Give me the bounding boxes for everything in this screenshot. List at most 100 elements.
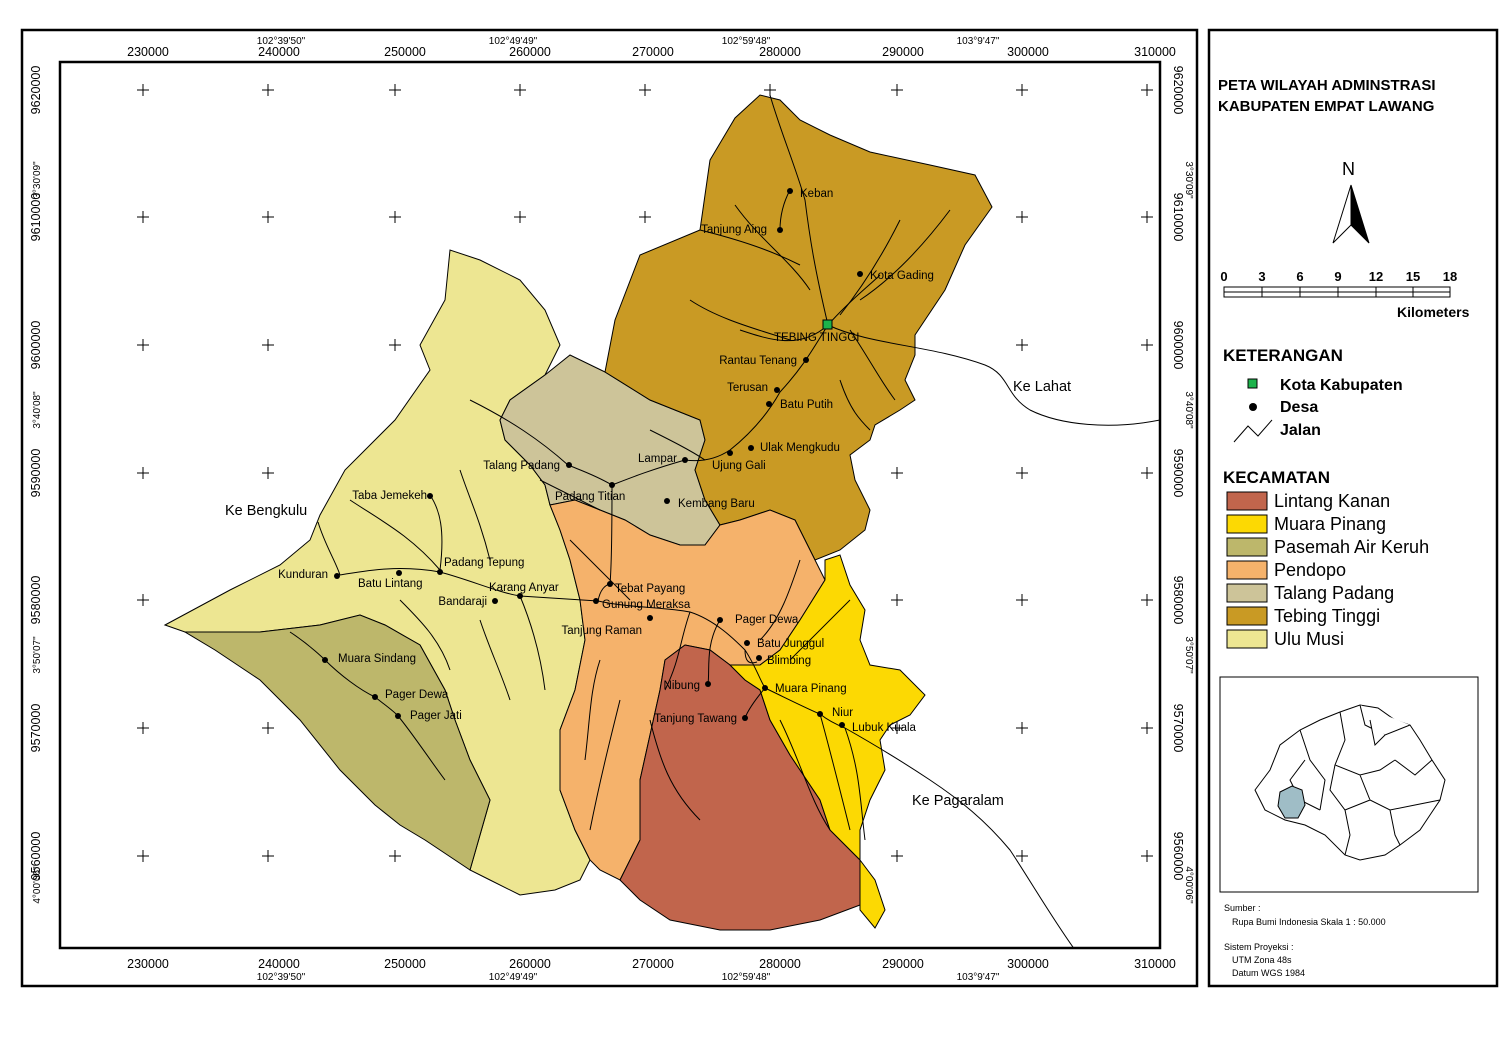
latitude-label-right: 3°50'07" bbox=[1183, 636, 1194, 674]
village-dot-icon bbox=[437, 569, 443, 575]
projection-line1: UTM Zona 48s bbox=[1232, 955, 1292, 965]
legend-item-jalan: Jalan bbox=[1280, 422, 1321, 439]
road-line-icon bbox=[1233, 419, 1273, 443]
grid-cross bbox=[137, 594, 149, 606]
longitude-label-bottom: 102°49'49" bbox=[489, 972, 538, 983]
village-dot-icon bbox=[766, 401, 772, 407]
latitude-label-right: 3°40'08" bbox=[1183, 391, 1194, 429]
village-label: Kota Gading bbox=[870, 270, 934, 282]
village-dot-icon bbox=[322, 657, 328, 663]
grid-cross bbox=[639, 211, 651, 223]
northing-tick-left: 9560000 bbox=[29, 832, 43, 881]
road-to-lahat bbox=[827, 324, 1160, 426]
village-layer: Keban Tanjung Aing Kota Gading Rantau Tenan… bbox=[278, 188, 934, 734]
village-label: Batu Lintang bbox=[358, 578, 423, 590]
grid-cross bbox=[389, 84, 401, 96]
village-dot-icon bbox=[787, 188, 793, 194]
village-label: Tanjung Tawang bbox=[654, 713, 737, 725]
northing-tick-left: 9620000 bbox=[29, 66, 43, 115]
scale-tick-label: 18 bbox=[1443, 269, 1457, 284]
scale-tick-label: 6 bbox=[1296, 269, 1303, 284]
village-dot-icon bbox=[705, 681, 711, 687]
village-label: Bandaraji bbox=[438, 596, 487, 608]
village-dot-icon bbox=[395, 713, 401, 719]
village-label: Padang Tepung bbox=[444, 557, 524, 569]
grid-cross bbox=[514, 84, 526, 96]
grid-cross bbox=[262, 722, 274, 734]
kecamatan-swatch bbox=[1226, 583, 1268, 603]
longitude-label-top: 102°49'49" bbox=[489, 36, 538, 47]
direction-pagaralam: Ke Pagaralam bbox=[912, 793, 1004, 809]
village-label: Talang Padang bbox=[483, 460, 560, 472]
village-dot-icon bbox=[566, 462, 572, 468]
kecamatan-label: Muara Pinang bbox=[1274, 514, 1386, 534]
village-label: Batu Putih bbox=[780, 399, 833, 411]
northing-tick-left: 9570000 bbox=[29, 704, 43, 753]
northing-tick-right: 9560000 bbox=[1171, 832, 1185, 881]
easting-tick-top: 300000 bbox=[1007, 45, 1049, 59]
grid-cross bbox=[1016, 594, 1028, 606]
easting-tick-bottom: 230000 bbox=[127, 957, 169, 971]
village-label: Tanjung Raman bbox=[561, 625, 642, 637]
northing-tick-right: 9610000 bbox=[1171, 193, 1185, 242]
easting-tick-bottom: 300000 bbox=[1007, 957, 1049, 971]
scale-tick-label: 15 bbox=[1406, 269, 1420, 284]
easting-tick-top: 270000 bbox=[632, 45, 674, 59]
grid-cross bbox=[262, 339, 274, 351]
scale-bar: 0 3 6 9 12 15 18 bbox=[1220, 269, 1457, 298]
grid-cross bbox=[1141, 211, 1153, 223]
village-label: Kunduran bbox=[278, 569, 328, 581]
map-title-line2: KABUPATEN EMPAT LAWANG bbox=[1218, 98, 1434, 115]
grid-cross bbox=[1141, 850, 1153, 862]
village-dot-icon bbox=[777, 227, 783, 233]
village-label: Niur bbox=[832, 707, 853, 719]
village-label: Muara Pinang bbox=[775, 683, 847, 695]
grid-cross bbox=[262, 84, 274, 96]
grid-cross bbox=[262, 467, 274, 479]
district-polygons bbox=[163, 94, 993, 931]
direction-lahat: Ke Lahat bbox=[1013, 379, 1071, 395]
easting-tick-bottom: 250000 bbox=[384, 957, 426, 971]
village-dot-icon bbox=[664, 498, 670, 504]
kecamatan-swatch bbox=[1226, 491, 1268, 511]
longitude-label-top: 103°9'47" bbox=[957, 36, 1000, 47]
map-title-line1: PETA WILAYAH ADMINSTRASI bbox=[1218, 77, 1436, 94]
north-label: N bbox=[1342, 159, 1355, 179]
grid-cross bbox=[764, 84, 776, 96]
kecamatan-legend: Lintang Kanan Muara Pinang Pasemah Air Ker… bbox=[1226, 491, 1429, 649]
grid-cross bbox=[1141, 467, 1153, 479]
easting-tick-bottom: 290000 bbox=[882, 957, 924, 971]
source-heading: Sumber : bbox=[1224, 903, 1261, 913]
grid-cross bbox=[1016, 722, 1028, 734]
longitude-label-top: 102°39'50" bbox=[257, 36, 306, 47]
grid-cross bbox=[137, 850, 149, 862]
grid-cross bbox=[1016, 84, 1028, 96]
longitude-label-bottom: 103°9'47" bbox=[957, 972, 1000, 983]
village-label: Lubuk Kuala bbox=[852, 722, 917, 734]
village-label: Ujung Gali bbox=[712, 460, 766, 472]
easting-tick-top: 230000 bbox=[127, 45, 169, 59]
village-dot-icon bbox=[593, 598, 599, 604]
northing-tick-left: 9580000 bbox=[29, 576, 43, 625]
grid-cross bbox=[389, 211, 401, 223]
northing-tick-right: 9620000 bbox=[1171, 66, 1185, 115]
grid-cross bbox=[1016, 211, 1028, 223]
northing-tick-left: 9600000 bbox=[29, 321, 43, 370]
village-label: Karang Anyar bbox=[489, 582, 559, 594]
capital-marker: TEBING TINGGI bbox=[774, 319, 859, 344]
green-square-icon bbox=[822, 319, 833, 330]
village-label: Tebat Payang bbox=[615, 583, 685, 595]
grid-cross bbox=[1016, 850, 1028, 862]
village-dot-icon bbox=[647, 615, 653, 621]
grid-cross bbox=[137, 84, 149, 96]
village-dot-icon bbox=[682, 457, 688, 463]
grid-cross bbox=[1141, 594, 1153, 606]
village-label: Blimbing bbox=[767, 655, 811, 667]
village-dot-icon bbox=[727, 450, 733, 456]
kecamatan-swatch bbox=[1226, 606, 1268, 626]
legend-heading: KETERANGAN bbox=[1223, 346, 1343, 365]
kecamatan-label: Talang Padang bbox=[1274, 583, 1394, 603]
village-dot-icon bbox=[607, 581, 613, 587]
kecamatan-swatch bbox=[1226, 537, 1268, 557]
green-square-icon bbox=[1247, 378, 1258, 389]
